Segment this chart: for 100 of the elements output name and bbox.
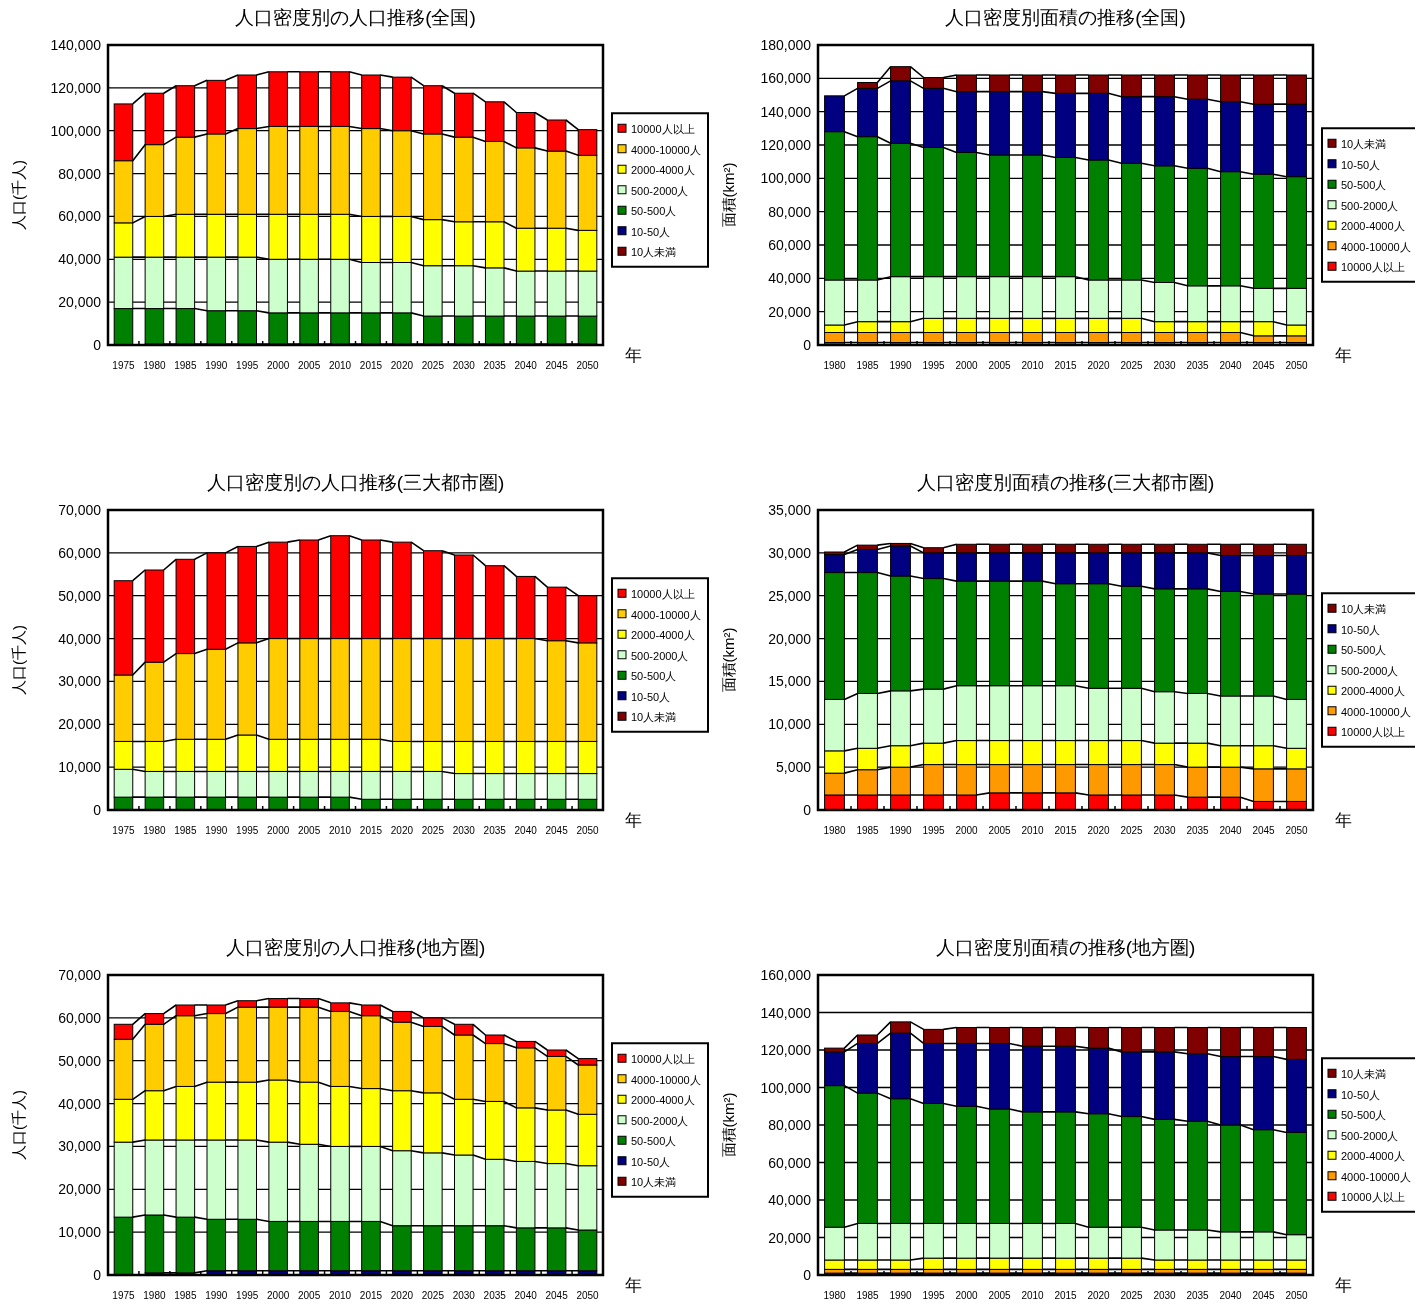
legend-label: 4000-10000人: [631, 608, 701, 621]
x-tick-label: 1980: [823, 360, 847, 371]
chart-title: 人口密度別の人口推移(全国): [235, 7, 476, 28]
x-tick-label: 2035: [483, 360, 507, 371]
y-tick-label: 40,000: [58, 251, 102, 268]
y-tick-label: 180,000: [760, 37, 812, 53]
legend-label: 10000人以上: [1341, 726, 1405, 739]
x-tick-label: 2045: [1252, 360, 1276, 371]
x-axis-title: 年: [624, 811, 642, 830]
chart-title: 人口密度別の人口推移(三大都市圏): [206, 472, 505, 493]
x-tick-label: 1980: [143, 825, 166, 836]
legend-label: 10人未満: [1341, 1068, 1387, 1081]
x-tick-label: 2005: [988, 360, 1012, 371]
y-tick-label: 40,000: [768, 1192, 812, 1208]
legend-label: 10人未満: [631, 711, 677, 724]
y-tick-label: 15,000: [768, 673, 812, 690]
y-tick-label: 25,000: [768, 587, 812, 604]
y-tick-label: 70,000: [58, 502, 102, 518]
y-tick-label: 140,000: [760, 103, 812, 120]
y-tick-label: 100,000: [50, 122, 102, 139]
y-tick-label: 140,000: [760, 1004, 812, 1021]
legend-label: 4000-10000人: [631, 143, 701, 156]
legend-label: 10000人以上: [631, 588, 695, 601]
y-tick-label: 0: [93, 802, 102, 818]
x-tick-label: 2040: [514, 1290, 538, 1301]
x-axis-title: 年: [1334, 346, 1352, 365]
x-tick-label: 2010: [1021, 825, 1045, 836]
legend-label: 10人未満: [1341, 138, 1387, 151]
x-tick-label: 2025: [1120, 825, 1144, 836]
x-tick-label: 1980: [143, 360, 166, 371]
legend-label: 2000-4000人: [631, 629, 695, 642]
x-tick-label: 1990: [889, 1290, 913, 1301]
x-tick-label: 1995: [922, 1290, 946, 1301]
chart-title: 人口密度別面積の推移(全国): [945, 7, 1186, 28]
x-tick-label: 1975: [112, 825, 136, 836]
y-tick-label: 120,000: [760, 1042, 812, 1058]
y-tick-label: 70,000: [58, 967, 102, 983]
x-tick-label: 2030: [1153, 360, 1177, 371]
legend-label: 10000人以上: [631, 123, 695, 136]
x-tick-label: 2035: [483, 1290, 507, 1301]
x-tick-label: 2020: [1087, 825, 1111, 836]
x-tick-label: 1980: [823, 825, 847, 836]
x-tick-label: 2050: [576, 825, 600, 836]
legend-label: 10-50人: [1341, 1088, 1381, 1101]
legend-label: 10-50人: [1341, 623, 1381, 636]
x-tick-label: 2010: [328, 1290, 352, 1301]
x-tick-label: 2000: [267, 1290, 290, 1301]
x-tick-label: 2045: [545, 1290, 569, 1301]
x-tick-label: 2010: [328, 360, 352, 371]
x-tick-label: 2025: [421, 825, 445, 836]
x-tick-label: 1980: [823, 1290, 847, 1301]
x-tick-label: 2040: [1219, 825, 1243, 836]
x-tick-label: 2000: [955, 825, 979, 836]
x-tick-label: 1985: [174, 360, 197, 371]
x-tick-label: 2035: [1186, 825, 1210, 836]
x-tick-label: 2030: [452, 360, 476, 371]
x-tick-label: 2005: [988, 1290, 1012, 1301]
x-tick-label: 2040: [514, 825, 538, 836]
legend-label: 10-50人: [631, 690, 671, 703]
x-tick-label: 2000: [267, 360, 290, 371]
y-tick-label: 10,000: [58, 759, 102, 776]
x-tick-label: 2005: [297, 1290, 321, 1301]
x-tick-label: 2045: [545, 360, 569, 371]
x-tick-label: 2015: [359, 360, 383, 371]
x-tick-label: 1995: [236, 825, 259, 836]
x-tick-label: 2030: [452, 1290, 476, 1301]
legend-label: 500-2000人: [1341, 1129, 1399, 1142]
legend-label: 10000人以上: [1341, 261, 1405, 274]
x-tick-label: 2050: [576, 1290, 600, 1301]
y-tick-label: 80,000: [58, 165, 102, 182]
legend-label: 4000-10000人: [631, 1073, 701, 1086]
y-tick-label: 100,000: [760, 170, 812, 187]
legend-label: 500-2000人: [631, 1114, 689, 1127]
y-tick-label: 0: [93, 337, 102, 353]
legend-label: 10-50人: [631, 225, 671, 238]
y-tick-label: 160,000: [760, 70, 812, 87]
legend-label: 2000-4000人: [1341, 685, 1405, 698]
y-tick-label: 20,000: [58, 1181, 102, 1198]
legend-label: 10000人以上: [1341, 1191, 1405, 1204]
x-tick-label: 2005: [988, 825, 1012, 836]
x-tick-label: 1995: [236, 360, 259, 371]
x-tick-label: 1975: [112, 1290, 136, 1301]
legend-label: 2000-4000人: [1341, 220, 1405, 233]
x-tick-label: 2025: [1120, 360, 1144, 371]
legend-label: 4000-10000人: [1341, 1170, 1411, 1183]
x-tick-label: 2000: [267, 825, 290, 836]
y-tick-label: 40,000: [58, 630, 102, 647]
x-tick-label: 2050: [1285, 360, 1309, 371]
x-tick-label: 1985: [856, 360, 880, 371]
x-tick-label: 2010: [1021, 360, 1045, 371]
x-tick-label: 2015: [359, 825, 383, 836]
y-tick-label: 35,000: [768, 502, 812, 518]
y-tick-label: 20,000: [58, 716, 102, 733]
y-tick-label: 50,000: [58, 1052, 102, 1069]
x-tick-label: 1990: [205, 360, 228, 371]
x-tick-label: 2040: [514, 360, 538, 371]
legend-label: 10人未満: [631, 1176, 677, 1189]
y-tick-label: 120,000: [50, 79, 102, 96]
x-tick-label: 2020: [1087, 1290, 1111, 1301]
y-tick-label: 60,000: [768, 237, 812, 253]
